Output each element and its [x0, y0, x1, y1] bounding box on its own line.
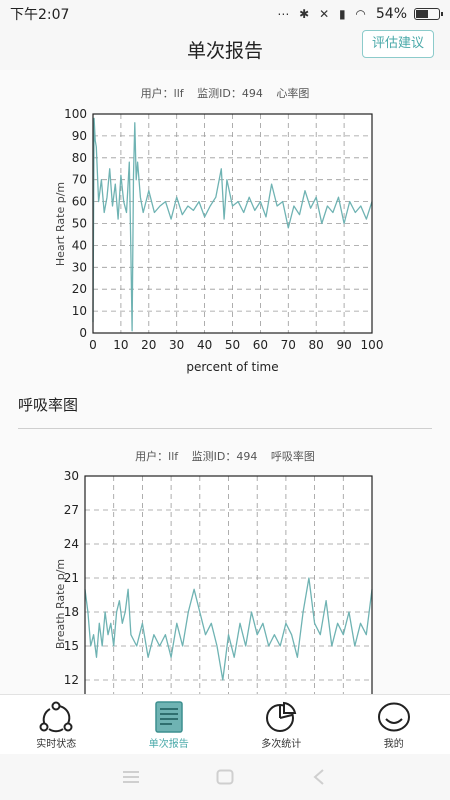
tab-realtime[interactable]: 实时状态: [0, 695, 113, 754]
tab-realtime-label: 实时状态: [36, 738, 77, 750]
battery-fill: [416, 10, 428, 18]
y-tick-label: 18: [64, 605, 79, 619]
smile-face-icon: [374, 700, 414, 734]
heart-caption-id: 监测ID：494: [197, 87, 263, 100]
y-tick-label: 21: [64, 571, 79, 585]
report-content[interactable]: 用户：llf 监测ID：494 心率图 0 10 20 30 40 50 60 70 80 90 1…: [0, 70, 450, 694]
bluetooth-icon: ✱: [299, 7, 313, 21]
dots-icon: ⋯: [277, 7, 293, 21]
series-line: [92, 117, 373, 332]
y-tick-label: 30: [72, 260, 87, 274]
breath-caption-id: 监测ID：494: [191, 450, 258, 463]
x-tick-label: 50: [225, 338, 240, 352]
y-tick-label: 24: [64, 537, 79, 551]
section-divider: [18, 428, 432, 429]
page-title: 单次报告: [186, 39, 263, 62]
heart-chart-caption: 用户：llf 监测ID：494 心率图: [0, 85, 450, 101]
x-tick-label: 30: [169, 338, 184, 352]
plot-frame: [84, 475, 373, 694]
y-tick-label: 60: [72, 195, 87, 209]
y-tick-label: 12: [64, 673, 79, 687]
x-tick-label: 0: [89, 338, 97, 352]
tab-mine[interactable]: 我的: [338, 695, 450, 754]
y-tick-label: 80: [72, 151, 87, 165]
battery-icon: [414, 8, 443, 20]
y-axis-label: Breath Rate p/m: [54, 559, 67, 649]
heart-caption-name: 心率图: [276, 87, 310, 100]
x-tick-label: 70: [281, 338, 296, 352]
y-tick-label: 20: [72, 282, 87, 296]
x-tick-label: 100: [361, 338, 384, 352]
x-tick-label: 90: [336, 338, 351, 352]
y-tick-label: 30: [64, 469, 79, 483]
y-tick-label: 100: [64, 107, 87, 121]
battery-percent: 54%: [375, 6, 407, 22]
menu-icon[interactable]: [119, 765, 143, 789]
wifi-icon: ◠: [355, 7, 369, 21]
tab-single-report[interactable]: 单次报告: [113, 695, 226, 754]
breath-caption-user: 用户：llf: [135, 450, 179, 463]
status-time: 下午2:07: [10, 7, 70, 23]
status-bar: 下午2:07 ⋯ ✱ ✕ ▮ ◠ 54%: [0, 0, 450, 28]
y-tick-label: 70: [72, 173, 87, 187]
share-nodes-icon: [36, 700, 76, 734]
bottom-tab-bar: 实时状态 单次报告 多次统计: [0, 694, 450, 754]
x-tick-label: 60: [253, 338, 268, 352]
section-title-breath: 呼吸率图: [18, 396, 79, 414]
eval-advice-button[interactable]: 评估建议: [361, 30, 434, 58]
x-tick-label: 40: [197, 338, 212, 352]
mute-icon: ✕: [319, 7, 333, 21]
y-axis-label: Heart Rate p/m: [54, 182, 67, 266]
y-tick-label: 10: [72, 304, 87, 318]
tab-multi-stats-label: 多次统计: [261, 738, 302, 750]
report-document-icon: [149, 700, 189, 734]
y-tick-label: 50: [72, 217, 87, 231]
system-nav-bar: [0, 754, 450, 800]
signal-icon: ▮: [338, 7, 349, 21]
plot-frame: [92, 113, 373, 334]
y-tick-label: 27: [64, 503, 79, 517]
tab-multi-stats[interactable]: 多次统计: [225, 695, 338, 754]
y-tick-label: 0: [79, 326, 87, 340]
status-icons: ⋯ ✱ ✕ ▮ ◠: [277, 7, 369, 21]
x-axis-label: percent of time: [186, 360, 278, 374]
x-tick-label: 10: [113, 338, 128, 352]
breath-caption-name: 呼吸率图: [270, 450, 315, 463]
status-right: ⋯ ✱ ✕ ▮ ◠ 54%: [277, 6, 443, 22]
heart-caption-user: 用户：llf: [140, 87, 184, 100]
y-tick-label: 90: [72, 129, 87, 143]
y-tick-label: 40: [72, 238, 87, 252]
back-arrow-icon[interactable]: [307, 765, 331, 789]
heart-rate-chart: 0 10 20 30 40 50 60 70 80 90 100 0 10 20 30 40 50 60 70 80 9…: [54, 107, 384, 374]
tab-mine-label: 我的: [383, 738, 404, 750]
series-line: [84, 577, 373, 681]
home-square-icon[interactable]: [213, 765, 237, 789]
app-header: 单次报告 评估建议: [0, 28, 450, 70]
x-tick-label: 80: [309, 338, 324, 352]
tab-single-report-label: 单次报告: [148, 738, 189, 750]
breath-rate-chart: 12 15 18 21 24 27 30 Breath Rate p/m: [54, 469, 373, 694]
breath-chart-caption: 用户：llf 监测ID：494 呼吸率图: [0, 448, 450, 464]
x-tick-label: 20: [141, 338, 156, 352]
y-tick-label: 15: [64, 639, 79, 653]
pie-chart-icon: [261, 700, 301, 734]
